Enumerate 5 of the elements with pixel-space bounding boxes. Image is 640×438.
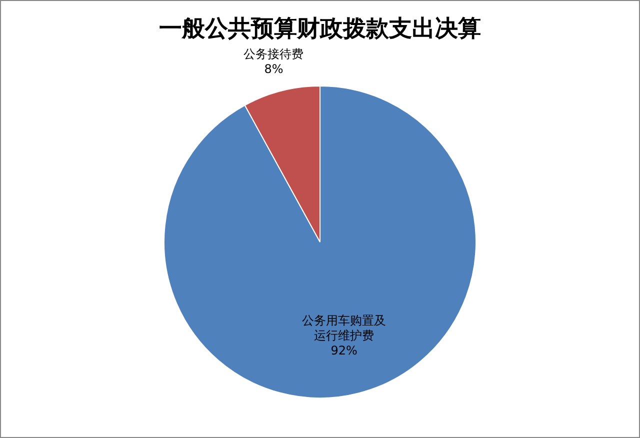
slice-label: 公务接待费 (242, 46, 305, 62)
chart-title: 一般公共预算财政拨款支出决算 (158, 14, 482, 44)
data-label: 8% (263, 62, 284, 77)
slice-label: 公务用车购置及运行维护费 (301, 313, 388, 344)
data-label: 92% (330, 343, 358, 358)
